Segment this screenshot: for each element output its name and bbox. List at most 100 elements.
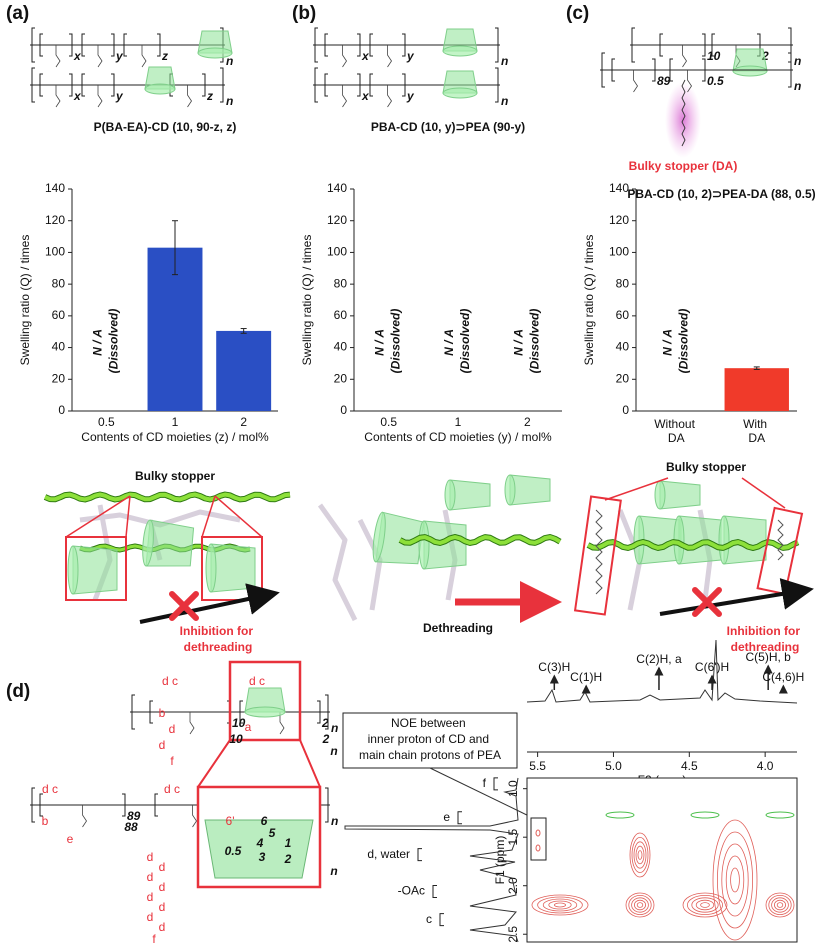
structure-label: d [147,890,154,904]
bracket [123,33,127,57]
callout [214,495,263,538]
bracket [702,58,706,82]
f2-tick-label: 5.0 [605,759,622,773]
spectrum-f2 [526,639,798,704]
scheme-label: Bulky stopper [135,469,215,483]
f1-tick-label: 2.0 [506,877,520,894]
bar [216,330,272,411]
bracket [669,58,673,82]
bracket [157,33,161,57]
peak-bracket [457,811,462,825]
cyclodextrin-rim [418,520,430,570]
structure-label: d [159,738,166,752]
y-tick-label: 60 [616,308,630,322]
polymer-chain [399,535,561,545]
side-chain [192,805,197,828]
subscript: 0.5 [707,74,724,88]
bracket [495,27,499,63]
y-tick-label: 80 [616,276,630,290]
panel-label: (a) [6,3,29,24]
bracket [357,33,361,57]
cyclodextrin [504,474,551,506]
highlight-box [573,495,622,616]
contour [687,895,724,916]
scheme-label: Inhibition for dethreading [180,624,257,654]
bracket [122,793,126,817]
structure-label: d [147,850,154,864]
side-chain [187,85,192,108]
contour [554,902,567,908]
bracket [325,787,329,823]
structure-label: d [159,880,166,894]
bracket [652,58,656,82]
structure-label: d c [42,782,58,796]
noe-box [342,712,518,769]
bracket [149,700,153,724]
bracket [402,73,406,97]
structure-label: n [330,744,337,758]
polymer-chain [317,503,358,622]
bracket [659,33,663,57]
value-label: N / A (Dissolved) [91,309,121,374]
structure-label: d [147,910,154,924]
side-chain [279,712,285,735]
y-tick-label: 100 [45,245,65,259]
contour [634,899,647,911]
subscript: n [501,94,508,108]
polymer-chain [587,540,799,550]
cyclodextrin-rim [144,83,176,95]
y-tick-label: 0 [340,403,347,417]
bracket [369,33,373,57]
structure-label: b [159,706,166,720]
structure-label: f [152,932,156,946]
contour [700,902,710,908]
structure-label: f [170,754,174,768]
peak-label: c [426,912,432,926]
x-axis-label: Contents of CD moieties (z) / mol% [81,430,269,444]
callout [201,495,216,538]
contour [717,831,754,929]
x-tick-label: 0.5 [380,415,397,429]
x-tick-label: Without DA [654,417,698,445]
subscript: 89 [127,809,141,823]
bracket [711,33,715,57]
side-chain [687,70,692,93]
side-chain [141,45,147,68]
cyclodextrin-rim [205,543,217,593]
y-tick-label: 120 [327,213,347,227]
subscript: y [406,49,415,63]
peak-label: C(2)H, a [636,652,682,666]
cyclodextrin [205,543,256,593]
y-tick-label: 40 [334,340,348,354]
dethreading-arrow [139,583,280,624]
contour [637,850,643,860]
contour [636,902,644,908]
contour [721,843,749,917]
cyclodextrin-rim [142,519,154,567]
dodecyl-chain [681,79,686,147]
cyclodextrin-body [659,480,701,510]
subscript: 89 [657,74,671,88]
bracket [31,67,35,103]
value-label: N / A (Dissolved) [660,309,690,374]
cyclodextrin-body [723,515,767,565]
subscript: n [226,54,233,68]
bracket [39,33,43,57]
value-label: N / A (Dissolved) [373,309,403,374]
value-label: N / A (Dissolved) [512,309,542,374]
structure-label: 88 [124,820,138,834]
contour [776,902,784,908]
subscript: 10 [232,716,246,730]
contour [605,811,635,819]
peak-label: C(4,6)H [762,670,804,684]
cyclodextrin [732,48,768,77]
bracket [702,33,706,57]
block-mark [169,591,199,621]
structure-label: d [159,860,166,874]
structure-caption: P(BA-EA)-CD (10, 90-z, z) [94,120,237,134]
y-tick-label: 0 [622,403,629,417]
highlight-box [228,660,302,742]
bracket [788,52,792,88]
bracket [111,73,115,97]
